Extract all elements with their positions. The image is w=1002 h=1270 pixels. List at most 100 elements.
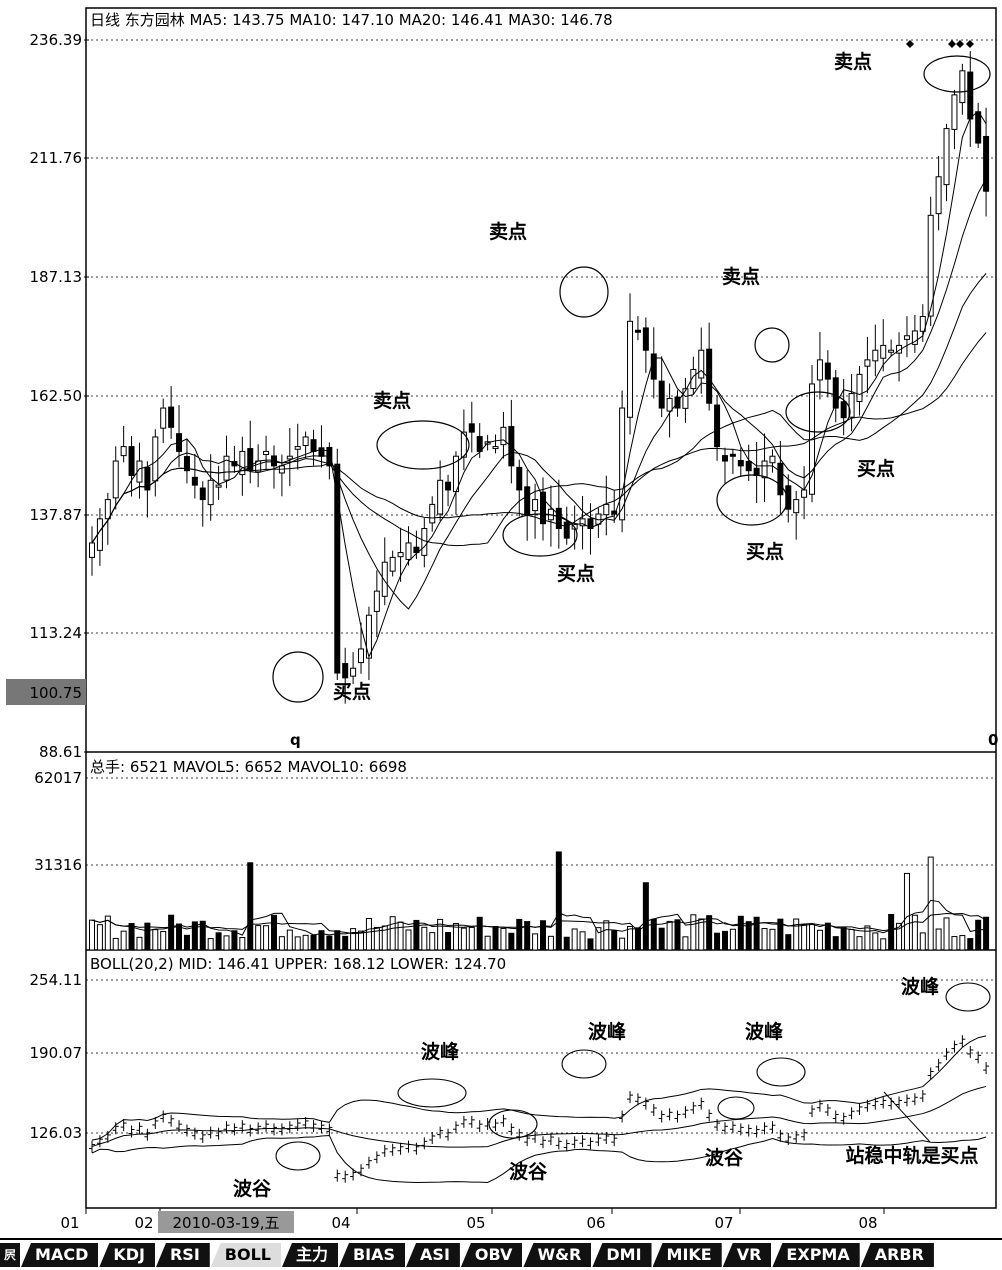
mavol10-line (91, 913, 987, 935)
volume-bar (555, 851, 562, 951)
tab-expma[interactable]: EXPMA (772, 1243, 860, 1267)
candle-body (951, 94, 958, 130)
ma30-line (91, 332, 987, 544)
volume-bar (864, 925, 871, 951)
volume-bar (278, 936, 285, 951)
highlight-ellipse (502, 513, 578, 557)
boll-mid-line (91, 1085, 987, 1148)
candle-body (611, 510, 618, 515)
sell-point-label: 卖点 (489, 221, 527, 243)
highlight-ellipse (559, 266, 609, 318)
candle-body (619, 407, 626, 521)
candle-body (848, 393, 855, 418)
candle-body (524, 486, 531, 515)
volume-bar (104, 915, 111, 951)
candle-body (579, 518, 586, 527)
volume-bar (690, 914, 697, 951)
tab-vr[interactable]: VR (722, 1243, 772, 1267)
tab-bias[interactable]: BIAS (338, 1243, 406, 1267)
volume-bar (777, 918, 784, 951)
volume-bar (983, 916, 990, 951)
candle-body (666, 397, 673, 412)
candle-body (350, 667, 357, 677)
candle-body (856, 373, 863, 403)
volume-bar (737, 915, 744, 951)
volume-bar (413, 919, 420, 951)
volume-bar (532, 933, 539, 951)
candle-body (183, 456, 190, 472)
volume-bar (634, 927, 641, 951)
cursor-date-label: 2010-03-19,五 (173, 1214, 280, 1232)
volume-bar (120, 930, 127, 951)
x-tick-label: 06 (586, 1214, 605, 1232)
candle-body (152, 436, 159, 482)
candle-body (413, 546, 420, 554)
volume-bar (816, 929, 823, 951)
candle-body (294, 446, 301, 450)
volume-bar (255, 925, 262, 951)
volume-legend: 总手: 6521 MAVOL5: 6652 MAVOL10: 6698 (90, 758, 407, 776)
boll-highlight-ellipse (717, 1096, 755, 1120)
candle-body (943, 128, 950, 186)
candle-body (476, 436, 483, 452)
tab-[interactable]: 屄 (0, 1243, 21, 1267)
tab-dmi[interactable]: DMI (592, 1243, 652, 1267)
volume-bar (452, 923, 459, 951)
volume-bar (516, 918, 523, 951)
candle-body (698, 349, 705, 379)
chart-canvas[interactable]: 236.39 211.76 187.13 162.50 137.87 113.24 88.6… (0, 0, 1002, 1240)
marker-0: 0 (988, 731, 998, 749)
volume-bar (176, 923, 183, 951)
volume-bar (959, 935, 966, 951)
volume-bar (191, 921, 198, 951)
tab-wr[interactable]: W&R (523, 1243, 592, 1267)
volume-bar (571, 928, 578, 951)
candle-body (215, 484, 222, 488)
volume-bar (168, 914, 175, 951)
volume-bar (848, 928, 855, 951)
volume-bar (745, 921, 752, 951)
volume-bar (239, 936, 246, 951)
tab-boll[interactable]: BOLL (210, 1243, 281, 1267)
candle-body (927, 214, 934, 317)
candle-body (160, 407, 167, 429)
y-tick-label: 137.87 (30, 506, 83, 524)
tab-kdj[interactable]: KDJ (99, 1243, 155, 1267)
volume-bar (975, 919, 982, 951)
candle-body (975, 111, 982, 144)
x-tick-label: 02 (134, 1214, 153, 1232)
candle-body (571, 523, 578, 530)
highlight-ellipse (754, 327, 790, 363)
volume-bar (144, 922, 151, 951)
y-tick-label: 113.24 (30, 624, 83, 642)
tab-mike[interactable]: MIKE (652, 1243, 722, 1267)
highlight-ellipse (376, 420, 470, 470)
volume-bar (579, 931, 586, 951)
candle-body (207, 479, 214, 506)
volume-bar (888, 913, 895, 951)
y-tick-label: 88.61 (39, 743, 82, 761)
boll-annotation: 波峰 (421, 1040, 460, 1063)
tab-obv[interactable]: OBV (460, 1243, 523, 1267)
volume-bar (421, 926, 428, 951)
main-legend: 日线 东方园林 MA5: 143.75 MA10: 147.10 MA20: 1… (90, 11, 613, 29)
volume-bar (389, 916, 396, 951)
candle-body (714, 404, 721, 448)
volume-bar (967, 938, 974, 951)
volume-bar (247, 862, 254, 951)
tab-arbr[interactable]: ARBR (860, 1243, 934, 1267)
boll-annotation: 波峰 (588, 1020, 627, 1043)
candle-body (777, 462, 784, 496)
volume-bar (460, 927, 467, 951)
candle-body (437, 479, 444, 515)
candle-body (824, 362, 831, 380)
boll-tick-label: 254.11 (30, 971, 83, 989)
x-tick-label: 07 (714, 1214, 733, 1232)
volume-bars (89, 851, 990, 951)
tab-[interactable]: 主力 (281, 1243, 338, 1267)
x-tick-label: 01 (60, 1214, 79, 1232)
tab-macd[interactable]: MACD (21, 1243, 99, 1267)
boll-highlight-ellipse (488, 1109, 538, 1139)
tab-asi[interactable]: ASI (406, 1243, 460, 1267)
tab-rsi[interactable]: RSI (155, 1243, 210, 1267)
